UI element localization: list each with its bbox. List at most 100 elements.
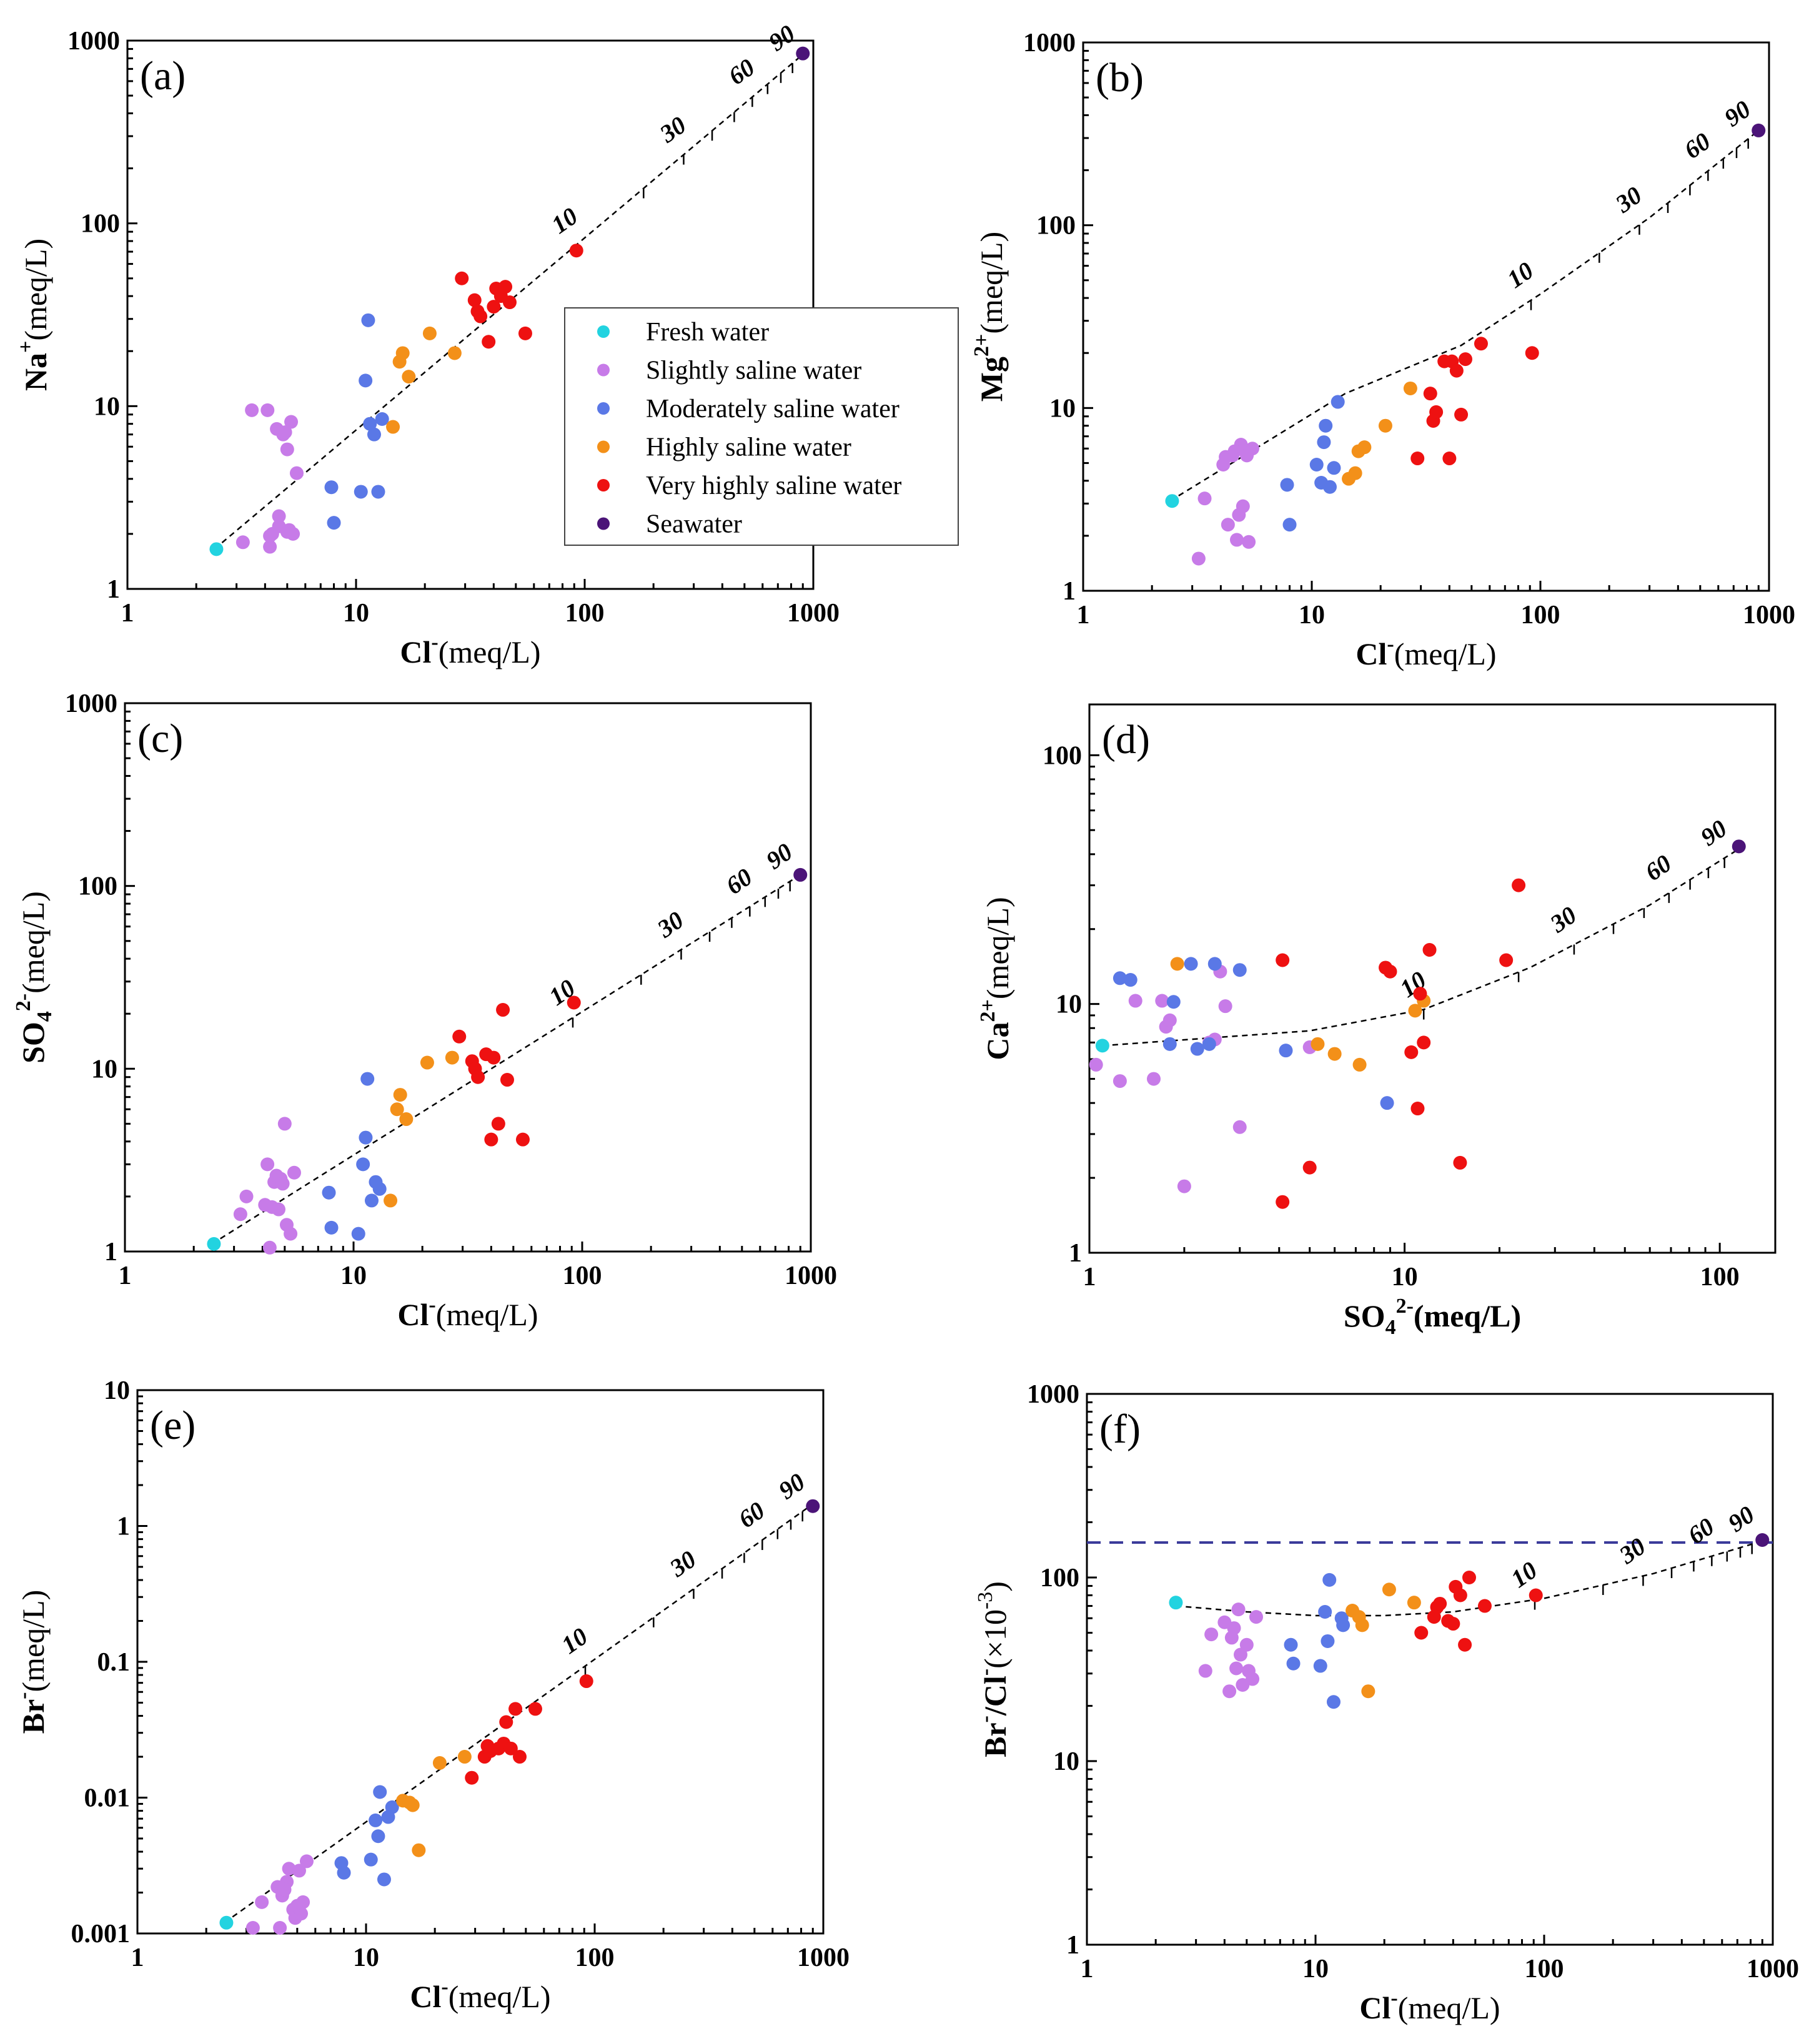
data-point xyxy=(371,1829,385,1844)
data-point xyxy=(1218,999,1232,1014)
data-point xyxy=(499,1715,513,1729)
data-point xyxy=(457,1750,472,1764)
x-tick-label: 100 xyxy=(575,1943,615,1972)
y-tick-label: 10 xyxy=(104,1376,130,1405)
mixing-mark-label: 60 xyxy=(733,1496,770,1534)
series-sea xyxy=(806,1499,820,1513)
data-point xyxy=(277,1882,292,1897)
data-point xyxy=(1458,352,1472,367)
data-point xyxy=(491,1117,505,1131)
data-point xyxy=(1404,1045,1419,1059)
y-tick-label: 0.01 xyxy=(84,1784,131,1813)
x-tick-label: 1000 xyxy=(787,599,840,628)
data-point xyxy=(452,1029,467,1044)
data-point xyxy=(1276,953,1290,967)
data-point xyxy=(299,1854,314,1869)
data-point xyxy=(487,1050,501,1065)
data-point xyxy=(386,420,400,434)
data-point xyxy=(498,280,513,294)
x-axis-label: SO42-(meq/L) xyxy=(1344,1295,1521,1339)
legend-marker xyxy=(597,440,610,453)
data-point xyxy=(1162,1037,1177,1051)
data-point xyxy=(1240,448,1254,463)
data-point xyxy=(1221,518,1235,532)
data-point xyxy=(1146,1072,1161,1086)
data-point xyxy=(1302,1160,1317,1175)
mixing-mark-label: 90 xyxy=(773,1468,810,1505)
data-point xyxy=(1309,458,1324,472)
data-point xyxy=(282,1862,296,1876)
mixing-mark-label: 10 xyxy=(1505,1556,1542,1593)
series-sea xyxy=(796,46,810,61)
data-point xyxy=(1095,1039,1109,1053)
data-point xyxy=(455,271,469,285)
data-point xyxy=(280,525,294,539)
data-point xyxy=(1357,440,1372,455)
data-point xyxy=(1207,957,1222,971)
data-point xyxy=(233,1207,247,1222)
data-point xyxy=(364,1852,378,1867)
data-point xyxy=(1249,1610,1263,1624)
data-point xyxy=(1190,1042,1204,1056)
data-point xyxy=(1407,1596,1421,1610)
x-axis-label: Cl-(meq/L) xyxy=(410,1975,550,2014)
data-point xyxy=(1327,1047,1342,1061)
y-axis-label: Br-(meq/L) xyxy=(12,1590,51,1734)
series-veryhigh xyxy=(1276,878,1526,1209)
data-point xyxy=(1383,964,1397,979)
data-point xyxy=(793,867,808,882)
data-point xyxy=(412,1843,426,1857)
data-point xyxy=(354,485,368,499)
data-point xyxy=(1113,1074,1127,1089)
data-point xyxy=(1227,444,1242,458)
data-point xyxy=(1410,1102,1425,1116)
x-tick-label: 10 xyxy=(353,1943,379,1972)
data-point xyxy=(1286,1656,1301,1671)
data-point xyxy=(367,427,381,442)
x-tick-label: 1 xyxy=(121,599,134,628)
series-high xyxy=(384,1050,459,1208)
y-tick-label: 1 xyxy=(107,575,120,604)
plot-frame xyxy=(1082,41,1770,592)
series-veryhigh xyxy=(1410,337,1539,466)
data-point xyxy=(487,300,501,314)
data-point xyxy=(359,373,373,388)
series-sea xyxy=(1752,123,1766,137)
data-point xyxy=(260,403,275,417)
data-point xyxy=(263,529,277,543)
x-tick-label: 10 xyxy=(1302,1955,1329,1983)
data-point xyxy=(280,442,294,457)
data-point xyxy=(1413,987,1427,1001)
y-tick-label: 1 xyxy=(1066,1931,1079,1960)
data-point xyxy=(327,516,341,530)
mixing-line xyxy=(1102,848,1740,1047)
x-tick-label: 100 xyxy=(1521,601,1560,629)
x-axis-label: Cl-(meq/L) xyxy=(1356,633,1496,671)
data-point xyxy=(1380,1096,1394,1110)
mixing-mark-label: 10 xyxy=(1502,256,1539,294)
legend-marker xyxy=(597,363,610,377)
series-veryhigh xyxy=(1414,1571,1543,1652)
data-point xyxy=(1284,1637,1298,1652)
series-veryhigh xyxy=(465,1674,593,1785)
data-point xyxy=(239,1189,254,1203)
data-point xyxy=(262,1240,277,1255)
data-point xyxy=(1361,1684,1375,1699)
data-point xyxy=(445,1050,459,1065)
legend-marker xyxy=(597,325,610,338)
series-moderate xyxy=(322,1072,387,1241)
data-point xyxy=(1512,878,1526,892)
data-point xyxy=(296,1895,310,1909)
mixing-mark-label: 60 xyxy=(1679,127,1716,164)
data-point xyxy=(1089,1057,1103,1072)
x-tick-label: 100 xyxy=(565,599,605,628)
plot-frame xyxy=(124,702,812,1253)
data-point xyxy=(502,295,517,310)
data-point xyxy=(1232,1120,1247,1134)
data-point xyxy=(1197,491,1212,506)
data-point xyxy=(359,1130,373,1145)
x-tick-label: 100 xyxy=(563,1261,602,1290)
plot-frame xyxy=(1088,703,1777,1254)
series-moderate xyxy=(1280,395,1345,532)
panel-b: 1 10 100 1000 1 10 100 1000 Cl-(meq/L) Mg2+(meq/L… xyxy=(970,29,1795,671)
